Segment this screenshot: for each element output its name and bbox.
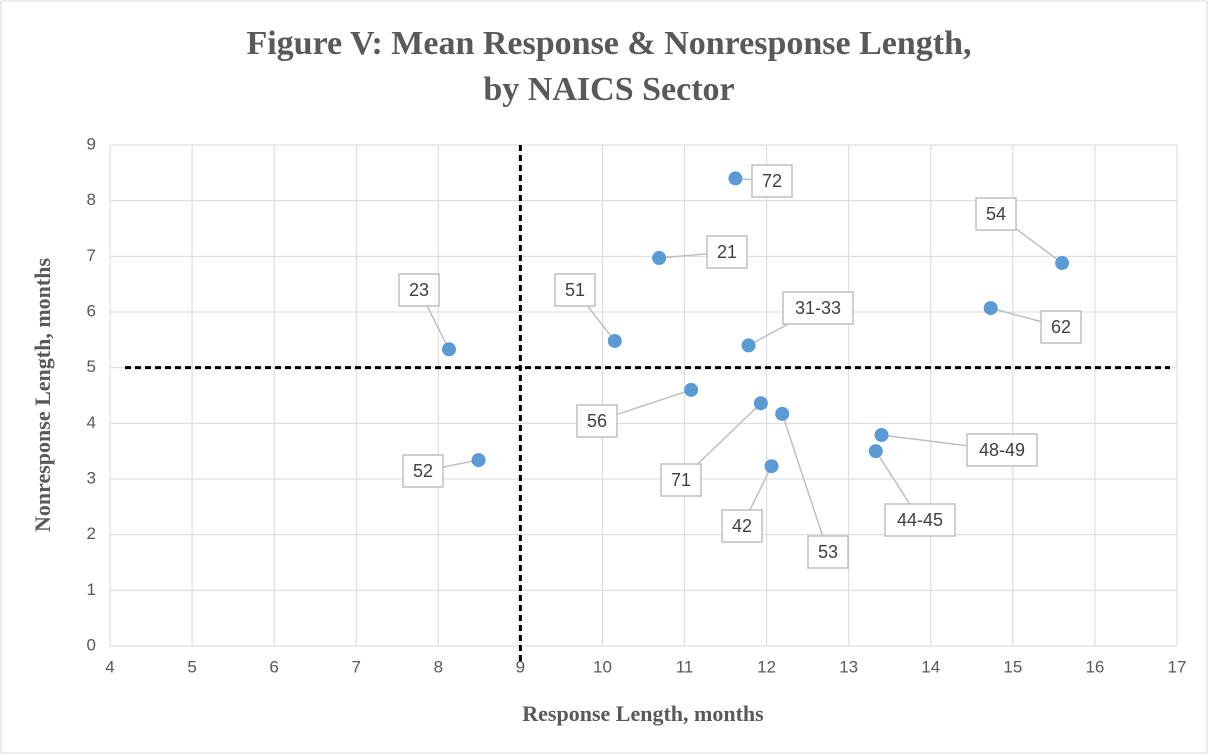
callout-leader <box>781 413 829 553</box>
callout-box <box>706 235 748 269</box>
chart-title: Figure V: Mean Response & Nonresponse Le… <box>246 25 971 62</box>
point <box>775 406 790 421</box>
point <box>728 171 743 186</box>
callout-box <box>884 503 956 537</box>
x-tick-label: 4 <box>105 657 114 676</box>
y-tick-label: 6 <box>87 301 96 320</box>
x-tick-label: 15 <box>1003 657 1022 676</box>
x-tick-label: 13 <box>839 657 858 676</box>
x-tick-label: 16 <box>1085 657 1104 676</box>
point <box>868 444 883 459</box>
point-label: 31-33 <box>795 298 841 318</box>
x-tick-label: 10 <box>593 657 612 676</box>
point-label: 21 <box>717 242 737 262</box>
y-tick-label: 1 <box>87 580 96 599</box>
x-tick-label: 9 <box>516 657 525 676</box>
callout-box <box>807 535 849 569</box>
y-tick-label: 4 <box>87 413 96 432</box>
x-tick-label: 8 <box>434 657 443 676</box>
x-tick-label: 7 <box>351 657 360 676</box>
point-label: 52 <box>413 461 433 481</box>
point-label: 23 <box>409 280 429 300</box>
y-tick-label: 9 <box>87 134 96 153</box>
callout-box <box>554 273 596 307</box>
point-label: 62 <box>1051 317 1071 337</box>
y-tick-label: 7 <box>87 246 96 265</box>
callout-box <box>402 454 444 488</box>
point <box>684 382 699 397</box>
callout-box <box>782 291 854 325</box>
point <box>741 338 756 353</box>
callout-box <box>576 404 618 438</box>
point-label: 42 <box>732 516 752 536</box>
x-tick-label: 6 <box>269 657 278 676</box>
x-tick-label: 17 <box>1168 657 1187 676</box>
point <box>441 342 456 357</box>
callout-box <box>1040 310 1082 344</box>
point <box>1055 256 1070 271</box>
point <box>607 333 622 348</box>
y-tick-label: 0 <box>87 635 96 654</box>
callout-box <box>751 164 793 198</box>
callout-box <box>721 509 763 543</box>
point <box>983 301 998 316</box>
x-tick-label: 12 <box>757 657 776 676</box>
point-label: 54 <box>986 204 1006 224</box>
point <box>471 453 486 468</box>
point <box>764 459 779 474</box>
y-tick-label: 3 <box>87 468 96 487</box>
y-tick-label: 8 <box>87 190 96 209</box>
point-label: 51 <box>565 280 585 300</box>
x-axis-title: Response Length, months <box>522 701 764 726</box>
callout-box <box>966 433 1038 467</box>
point-label: 44-45 <box>897 510 943 530</box>
point-label: 56 <box>587 411 607 431</box>
y-axis-title: Nonresponse Length, months <box>30 258 55 532</box>
point-label: 71 <box>671 470 691 490</box>
x-tick-label: 14 <box>921 657 940 676</box>
point-label: 53 <box>818 542 838 562</box>
x-tick-label: 11 <box>676 657 694 676</box>
callout-box <box>398 273 440 307</box>
point <box>753 396 768 411</box>
y-tick-label: 5 <box>87 357 96 376</box>
point <box>652 251 667 266</box>
callout-box <box>660 463 702 497</box>
y-tick-label: 2 <box>87 524 96 543</box>
point-label: 72 <box>762 171 782 191</box>
point <box>874 428 889 443</box>
point-label: 48-49 <box>979 440 1025 460</box>
chart-title: by NAICS Sector <box>483 71 734 108</box>
x-tick-label: 5 <box>187 657 196 676</box>
callout-box <box>975 197 1017 231</box>
